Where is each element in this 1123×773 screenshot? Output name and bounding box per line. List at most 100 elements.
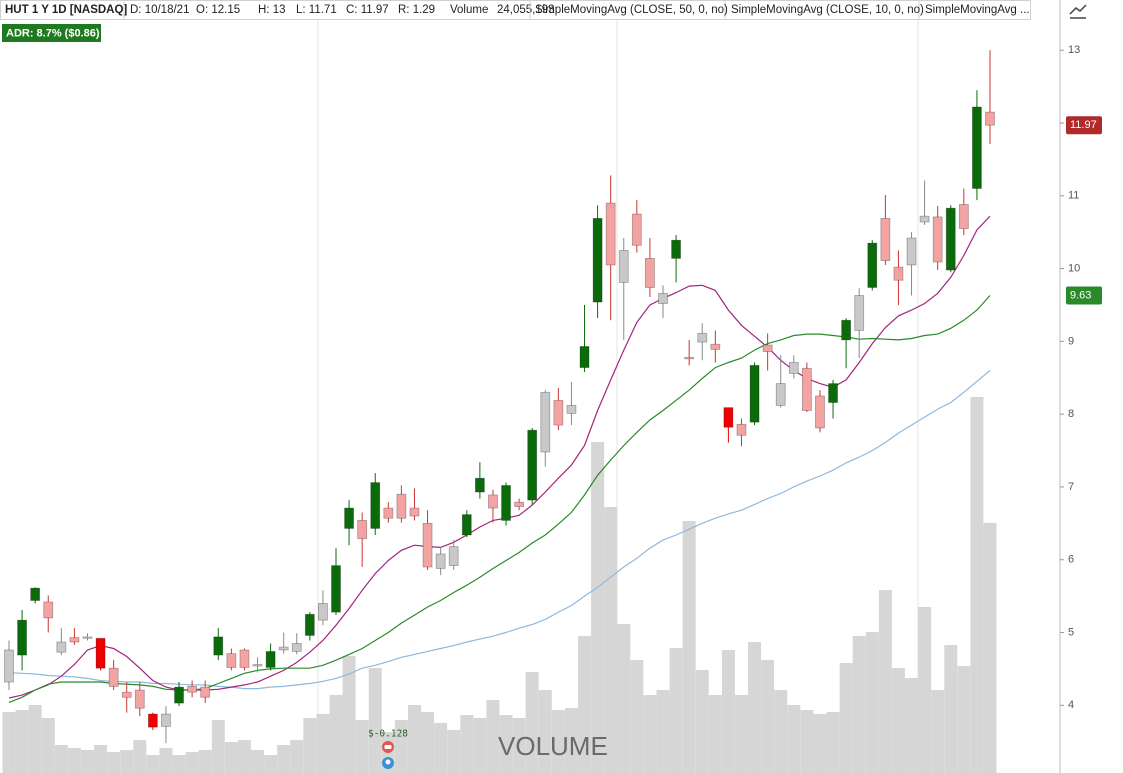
volume-bar bbox=[617, 624, 631, 773]
candle-body bbox=[95, 637, 106, 669]
candle-body bbox=[318, 603, 328, 621]
volume-bar bbox=[761, 660, 775, 773]
volume-bar bbox=[290, 740, 304, 773]
candle bbox=[370, 473, 381, 535]
candle bbox=[867, 240, 878, 291]
candle bbox=[893, 250, 904, 305]
volume-bar bbox=[447, 729, 461, 773]
candle-body bbox=[82, 636, 93, 639]
header-range: R: 1.29 bbox=[398, 4, 435, 16]
candle-body bbox=[841, 319, 852, 341]
candle-body bbox=[932, 216, 943, 263]
volume-bar bbox=[94, 745, 108, 773]
candle-body bbox=[461, 514, 472, 536]
moving-average-line bbox=[8, 370, 991, 690]
volume-bar bbox=[80, 750, 94, 773]
dividend-annotation: $-0.128 bbox=[368, 729, 408, 740]
candle bbox=[684, 339, 695, 366]
volume-bar bbox=[499, 714, 513, 773]
volume-bar bbox=[172, 755, 186, 773]
candle bbox=[788, 355, 799, 379]
y-tick-label: 11 bbox=[1068, 190, 1079, 202]
volume-bar bbox=[146, 755, 160, 773]
candle-body bbox=[919, 215, 930, 223]
y-tick-label: 5 bbox=[1068, 626, 1074, 638]
candle-body bbox=[200, 686, 211, 698]
candle-body bbox=[893, 266, 904, 281]
candle-body bbox=[69, 637, 80, 643]
candle-body bbox=[788, 362, 799, 374]
header-background bbox=[0, 0, 1031, 20]
candle-body bbox=[618, 249, 629, 283]
candle bbox=[631, 200, 642, 253]
candle-body bbox=[226, 653, 237, 668]
volume-bar bbox=[734, 695, 748, 773]
candle bbox=[383, 502, 394, 523]
last-price-tag-bg bbox=[1066, 116, 1102, 135]
volume-bar bbox=[656, 690, 670, 773]
candle bbox=[592, 205, 603, 319]
candle bbox=[422, 510, 433, 570]
volume-bar bbox=[538, 690, 552, 773]
volume-layer bbox=[2, 397, 997, 773]
volume-bar bbox=[643, 695, 657, 773]
volume-bar bbox=[891, 668, 905, 773]
volume-bar bbox=[878, 590, 892, 773]
candle bbox=[919, 180, 930, 225]
candle bbox=[4, 640, 14, 691]
candle-body bbox=[749, 364, 760, 423]
volume-bar bbox=[407, 705, 421, 773]
candle-body bbox=[134, 689, 145, 709]
volume-bar bbox=[944, 645, 958, 773]
volume-bar bbox=[918, 606, 932, 773]
volume-bar bbox=[316, 713, 330, 773]
candle bbox=[514, 498, 525, 511]
candle-body bbox=[579, 346, 590, 368]
candle-body bbox=[121, 691, 132, 698]
volume-bar bbox=[839, 663, 853, 773]
candle-body bbox=[30, 587, 41, 601]
candle bbox=[147, 712, 158, 731]
volume-bar bbox=[159, 747, 173, 773]
y-tick-label: 7 bbox=[1068, 481, 1074, 493]
candle-body bbox=[43, 601, 54, 619]
volume-bar bbox=[368, 668, 382, 773]
volume-bar bbox=[486, 700, 500, 773]
candle bbox=[736, 418, 747, 447]
moving-average-tag-bg bbox=[1066, 286, 1102, 305]
volume-bar bbox=[2, 711, 16, 773]
header-high: H: 13 bbox=[258, 4, 286, 16]
candle bbox=[710, 330, 721, 363]
candle-body bbox=[736, 423, 747, 436]
header-volume: 24,055,193 bbox=[497, 4, 555, 16]
candle-body bbox=[762, 344, 773, 352]
candle bbox=[409, 488, 420, 521]
volume-bar bbox=[708, 695, 722, 773]
icon-stroke bbox=[1069, 4, 1087, 15]
candle-body bbox=[4, 649, 14, 683]
y-tick-label: 10 bbox=[1068, 262, 1080, 274]
candle-body bbox=[396, 493, 407, 519]
volume-bar bbox=[342, 655, 356, 773]
candle bbox=[213, 628, 224, 661]
volume-bar bbox=[564, 708, 578, 773]
candle bbox=[357, 512, 368, 568]
volume-bar bbox=[748, 642, 762, 773]
volume-bar bbox=[41, 718, 55, 773]
candle-body bbox=[422, 522, 433, 568]
candle-body bbox=[684, 356, 695, 360]
candle-body bbox=[815, 395, 825, 429]
candle-body bbox=[383, 507, 394, 519]
candle-body bbox=[435, 553, 446, 569]
volume-bar bbox=[277, 745, 291, 773]
candle-body bbox=[671, 239, 681, 259]
candle bbox=[828, 379, 838, 419]
candle-body bbox=[357, 520, 368, 540]
volume-bar bbox=[329, 695, 343, 773]
candle bbox=[43, 595, 54, 633]
candle-body bbox=[540, 391, 551, 453]
candle-body bbox=[174, 686, 184, 704]
chart-settings-icon[interactable] bbox=[1069, 4, 1087, 19]
candle bbox=[304, 612, 315, 641]
